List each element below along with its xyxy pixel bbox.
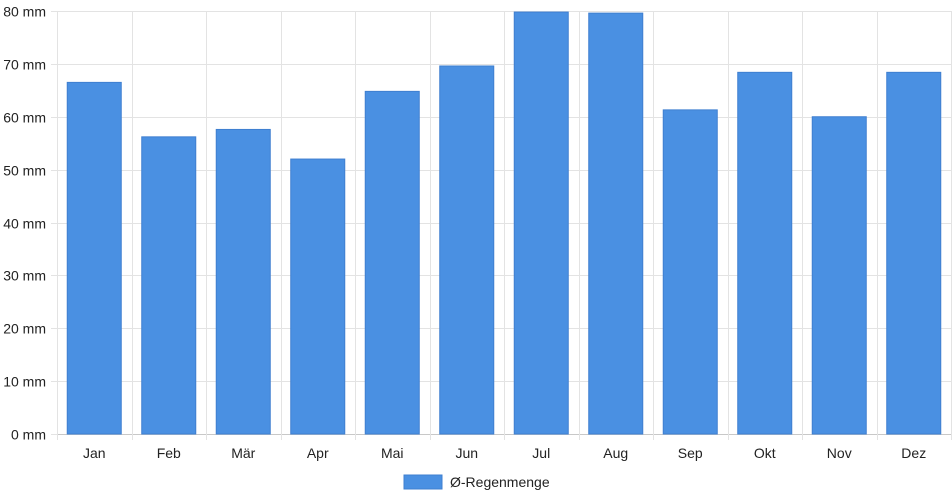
bar-mär[interactable] (215, 128, 271, 435)
x-tick-label: Nov (827, 445, 852, 461)
y-tick-label: 80 mm (3, 4, 46, 20)
legend-swatch[interactable] (403, 474, 443, 490)
x-tick-label: Sep (678, 445, 703, 461)
x-tick-label: Mai (381, 445, 404, 461)
legend[interactable]: Ø-Regenmenge (403, 474, 550, 490)
x-tick-label: Mär (231, 445, 255, 461)
y-tick-label: 0 mm (11, 427, 46, 443)
y-tick-label: 70 mm (3, 57, 46, 73)
bar-nov[interactable] (811, 116, 867, 435)
x-tick-label: Dez (901, 445, 926, 461)
bar-mai[interactable] (364, 90, 420, 435)
bar-aug[interactable] (588, 12, 644, 435)
y-tick-label: 30 mm (3, 268, 46, 284)
bar-okt[interactable] (737, 71, 793, 435)
y-tick-label: 20 mm (3, 321, 46, 337)
x-tick-label: Okt (754, 445, 776, 461)
x-tick-label: Jan (83, 445, 106, 461)
x-tick-label: Apr (307, 445, 329, 461)
y-axis-labels: 0 mm 10 mm 20 mm 30 mm 40 mm 50 mm 60 mm 70 mm 8… (3, 4, 46, 443)
x-axis-labels: Jan Feb Mär Apr Mai Jun Jul Aug Sep Okt Nov Dez (83, 445, 926, 461)
y-tick-label: 40 mm (3, 216, 46, 232)
bar-apr[interactable] (290, 158, 346, 435)
x-tick-label: Jul (532, 445, 550, 461)
x-tick-label: Jun (455, 445, 478, 461)
y-tick-label: 50 mm (3, 163, 46, 179)
bar-jul[interactable] (513, 11, 569, 435)
legend-label[interactable]: Ø-Regenmenge (450, 474, 550, 490)
x-tick-label: Aug (603, 445, 628, 461)
y-tick-label: 60 mm (3, 110, 46, 126)
bar-jan[interactable] (66, 81, 122, 435)
bar-sep[interactable] (662, 109, 718, 435)
x-tick-label: Feb (157, 445, 181, 461)
bar-jun[interactable] (439, 65, 495, 435)
bar-dez[interactable] (886, 71, 942, 435)
y-tick-label: 10 mm (3, 374, 46, 390)
bars-layer (66, 11, 942, 435)
bar-feb[interactable] (141, 136, 197, 435)
